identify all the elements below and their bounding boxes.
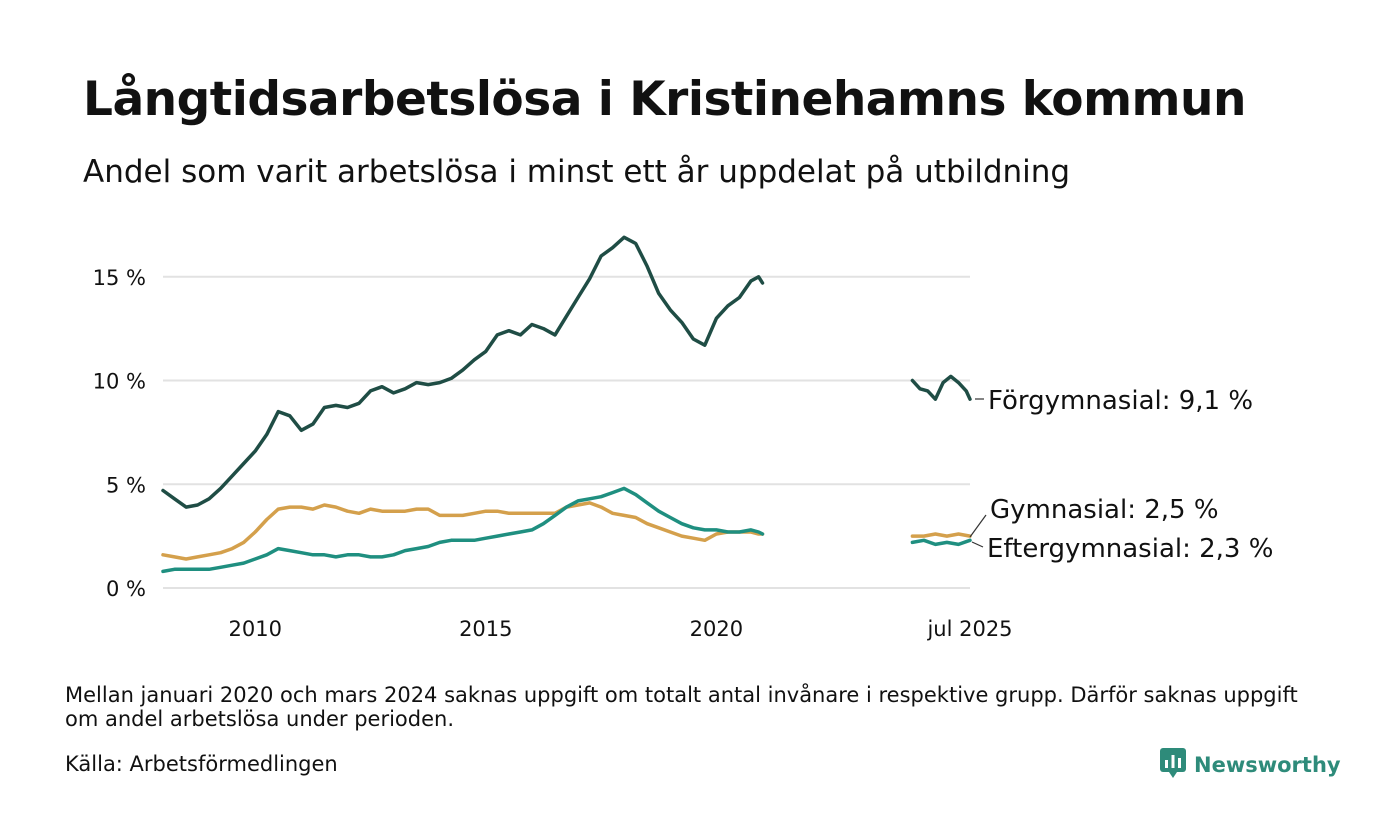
series-end-label: Eftergymnasial: 2,3 % — [987, 534, 1273, 564]
x-tick-label: jul 2025 — [926, 617, 1012, 641]
x-tick-label: 2010 — [229, 617, 282, 641]
x-tick-label: 2015 — [459, 617, 512, 641]
grid-lines — [163, 275, 970, 589]
chart-title: Långtidsarbetslösa i Kristinehamns kommu… — [83, 72, 1246, 127]
brand-name: Newsworthy — [1194, 753, 1341, 777]
label-connector — [969, 514, 987, 538]
y-tick-label: 5 % — [106, 473, 146, 497]
series-end-label: Förgymnasial: 9,1 % — [988, 386, 1253, 416]
series-line-förgymnasial — [161, 235, 765, 509]
newsworthy-logo-icon — [1160, 748, 1186, 782]
x-tick-label: 2020 — [690, 617, 743, 641]
series-line-gymnasial — [161, 501, 765, 561]
series-line-gymnasial — [910, 532, 972, 538]
y-tick-label: 0 % — [106, 577, 146, 601]
y-tick-label: 15 % — [93, 266, 146, 290]
chart-subtitle: Andel som varit arbetslösa i minst ett å… — [83, 154, 1071, 190]
series-end-label: Gymnasial: 2,5 % — [990, 495, 1219, 525]
line-chart: 0 % 5 % 10 % 15 % 2010 2015 2020 jul 2025 Förg… — [93, 235, 1273, 641]
series-line-eftergymnasial — [910, 538, 972, 547]
series-line-eftergymnasial — [161, 486, 765, 574]
series-lines — [161, 235, 972, 574]
footnote: Mellan januari 2020 och mars 2024 saknas… — [65, 683, 1298, 731]
brand-logo: Newsworthy — [1160, 748, 1341, 782]
series-end-labels: Förgymnasial: 9,1 % Gymnasial: 2,5 % Efter… — [969, 386, 1273, 564]
y-tick-label: 10 % — [93, 370, 146, 394]
label-connector — [971, 541, 984, 548]
y-axis-labels: 0 % 5 % 10 % 15 % — [93, 266, 146, 601]
x-axis-labels: 2010 2015 2020 jul 2025 — [229, 617, 1013, 641]
series-line-förgymnasial — [910, 374, 972, 401]
source-credit: Källa: Arbetsförmedlingen — [65, 752, 338, 776]
